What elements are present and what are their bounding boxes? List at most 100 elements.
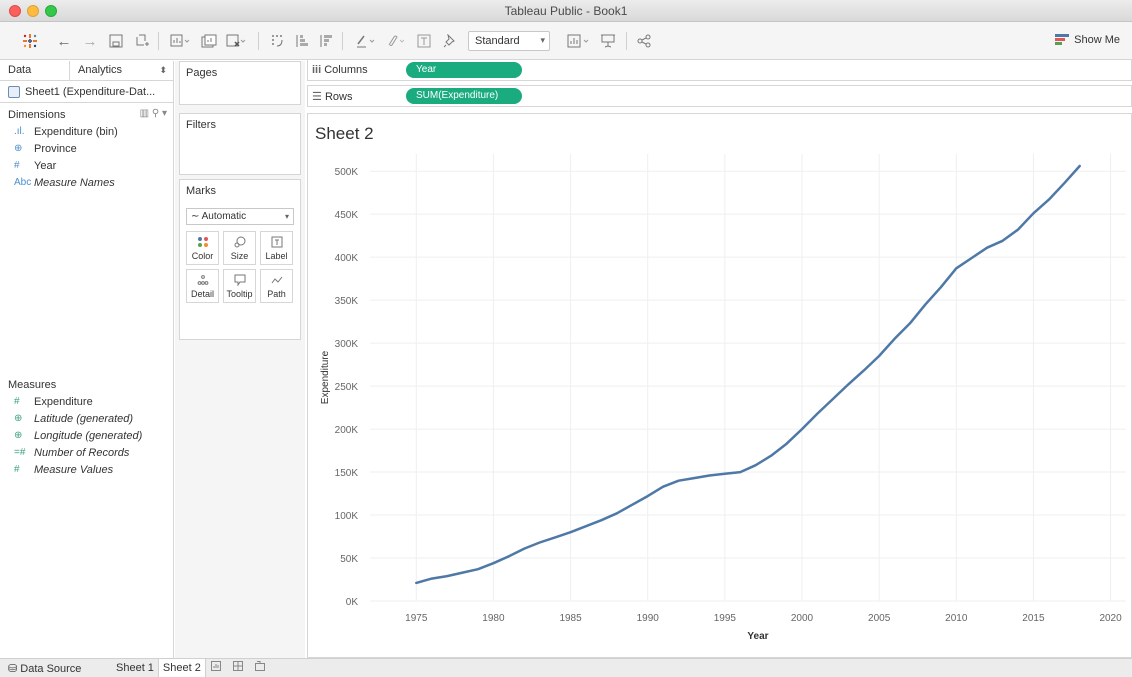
view-toggle-icon[interactable]: ▥ xyxy=(139,108,150,119)
label-icon xyxy=(271,236,283,248)
series-line-expenditure[interactable] xyxy=(415,164,1081,585)
sheet-tab-2[interactable]: Sheet 2 xyxy=(157,658,206,677)
detail-button[interactable]: Detail xyxy=(186,269,219,303)
globe-icon: ⊕ xyxy=(14,430,23,441)
size-label: Size xyxy=(230,250,249,261)
pages-card[interactable]: Pages xyxy=(179,61,301,105)
marks-card-title: Marks xyxy=(186,185,216,197)
measure-field-3[interactable]: =# Number of Records xyxy=(0,444,173,461)
tooltip-icon xyxy=(234,274,246,287)
y-tick-label: 250K xyxy=(335,382,359,393)
mark-type-dropdown[interactable]: ∼ Automatic ▾ xyxy=(186,208,294,225)
dimension-field-label: Expenditure (bin) xyxy=(34,125,118,138)
measure-field-1[interactable]: ⊕ Latitude (generated) xyxy=(0,410,173,427)
new-dashboard-icon[interactable] xyxy=(228,661,250,675)
undo-icon[interactable]: ← xyxy=(56,32,72,50)
redo-icon[interactable]: → xyxy=(82,32,98,50)
group-members-icon[interactable] xyxy=(382,31,410,51)
data-source-tab[interactable]: ⛁ Data Source xyxy=(8,662,82,675)
measure-field-0[interactable]: # Expenditure xyxy=(0,393,173,410)
dimension-field-2[interactable]: # Year xyxy=(0,157,173,174)
dimension-field-1[interactable]: ⊕ Province xyxy=(0,140,173,157)
label-button[interactable]: Label xyxy=(260,231,293,265)
fit-dropdown[interactable]: Standard ▾ xyxy=(468,31,550,51)
measure-field-2[interactable]: ⊕ Longitude (generated) xyxy=(0,427,173,444)
data-pane: Data Analytics ⬍ Sheet1 (Expenditure-Dat… xyxy=(0,61,174,658)
cards-column: Pages Filters Marks ∼ Automatic ▾ Color … xyxy=(175,61,305,658)
minimize-window-button[interactable] xyxy=(27,5,39,17)
duplicate-sheet-icon[interactable] xyxy=(198,31,220,51)
y-tick-label: 400K xyxy=(335,253,359,264)
sheet-tabs-bar: ⛁ Data Source Sheet 1 Sheet 2 xyxy=(0,658,1132,677)
line-chart[interactable]: 0K 50K 100K 150K 200K 250K 300K 350K 400K 450K 500… xyxy=(308,114,1131,657)
x-tick-label: 1980 xyxy=(482,613,505,624)
detail-icon xyxy=(197,274,209,286)
chevron-down-icon[interactable]: ▾ xyxy=(161,108,167,119)
columns-pill-year[interactable]: Year xyxy=(406,62,522,78)
show-mark-labels-icon[interactable] xyxy=(414,31,434,51)
swap-rows-columns-icon[interactable] xyxy=(268,31,288,51)
share-icon[interactable] xyxy=(634,31,654,51)
close-window-button[interactable] xyxy=(9,5,21,17)
pane-menu-icon[interactable]: ⬍ xyxy=(159,65,167,75)
sort-ascending-icon[interactable] xyxy=(292,31,312,51)
dimension-field-3[interactable]: Abc Measure Names xyxy=(0,174,173,191)
x-tick-label: 2015 xyxy=(1022,613,1045,624)
clear-sheet-icon[interactable] xyxy=(222,31,252,51)
x-tick-label: 1990 xyxy=(637,613,660,624)
color-button[interactable]: Color xyxy=(186,231,219,265)
rows-pill-sum-expenditure[interactable]: SUM(Expenditure) xyxy=(406,88,522,104)
dimension-field-0[interactable]: .ıl. Expenditure (bin) xyxy=(0,123,173,140)
dimensions-label: Dimensions xyxy=(8,109,66,121)
new-story-icon[interactable] xyxy=(250,661,272,675)
measure-field-4[interactable]: # Measure Values xyxy=(0,461,173,478)
sheet-tab-1[interactable]: Sheet 1 xyxy=(116,661,154,674)
mark-type-value: Automatic xyxy=(201,211,247,222)
tab-analytics[interactable]: Analytics xyxy=(78,64,123,76)
new-worksheet-icon[interactable] xyxy=(166,31,196,51)
highlight-icon[interactable] xyxy=(352,31,380,51)
dimension-field-label: Measure Names xyxy=(34,176,115,189)
show-me-button[interactable]: Show Me xyxy=(1055,34,1120,46)
presentation-mode-icon[interactable] xyxy=(597,31,619,51)
rows-shelf-label: ☰ Rows xyxy=(312,91,353,103)
data-source-item[interactable]: Sheet1 (Expenditure-Dat... xyxy=(0,81,173,103)
rows-shelf[interactable]: ☰ Rows SUM(Expenditure) xyxy=(307,85,1132,107)
filters-card-title: Filters xyxy=(186,119,216,131)
zoom-window-button[interactable] xyxy=(45,5,57,17)
chevron-down-icon: ▾ xyxy=(284,212,289,221)
search-icon[interactable]: ⚲ xyxy=(151,108,160,119)
y-tick-label: 500K xyxy=(335,167,359,178)
y-tick-label: 200K xyxy=(335,425,359,436)
show-me-icon xyxy=(1055,34,1070,46)
tooltip-button[interactable]: Tooltip xyxy=(223,269,256,303)
columns-shelf[interactable]: iii Columns Year xyxy=(307,59,1132,81)
chevron-down-icon: ▾ xyxy=(540,35,545,45)
y-tick-label: 150K xyxy=(335,468,359,479)
number-icon: =# xyxy=(14,447,26,458)
x-tick-label: 2020 xyxy=(1099,613,1122,624)
data-source-icon xyxy=(8,85,20,98)
measure-field-label: Expenditure xyxy=(34,395,93,408)
save-icon[interactable] xyxy=(106,31,126,51)
measures-label: Measures xyxy=(8,379,57,391)
new-worksheet-icon[interactable] xyxy=(206,661,228,675)
new-data-source-icon[interactable] xyxy=(132,31,152,51)
sort-descending-icon[interactable] xyxy=(316,31,336,51)
line-mark-icon: ∼ xyxy=(191,211,200,222)
fix-axes-pin-icon[interactable] xyxy=(440,31,460,51)
show-cards-icon[interactable] xyxy=(564,31,594,51)
number-icon: # xyxy=(14,464,20,475)
path-button[interactable]: Path xyxy=(260,269,293,303)
measure-field-label: Number of Records xyxy=(34,446,130,459)
database-icon: ⛁ xyxy=(8,662,18,675)
tableau-logo-icon[interactable] xyxy=(20,31,40,51)
tab-data[interactable]: Data xyxy=(0,61,70,81)
dimensions-list: .ıl. Expenditure (bin) ⊕ Province # Year Abc Me… xyxy=(0,123,173,191)
x-tick-label: 2010 xyxy=(945,613,968,624)
tooltip-label: Tooltip xyxy=(226,288,253,299)
data-pane-tabs: Data Analytics ⬍ xyxy=(0,61,173,81)
filters-card[interactable]: Filters xyxy=(179,113,301,175)
y-tick-label: 0K xyxy=(346,597,359,608)
size-button[interactable]: Size xyxy=(223,231,256,265)
